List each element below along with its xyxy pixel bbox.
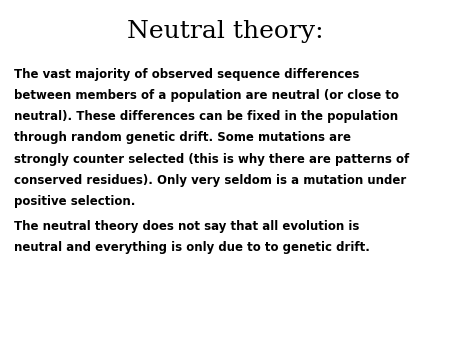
Text: conserved residues). Only very seldom is a mutation under: conserved residues). Only very seldom is… — [14, 174, 406, 187]
Text: neutral). These differences can be fixed in the population: neutral). These differences can be fixed… — [14, 110, 398, 123]
Text: Neutral theory:: Neutral theory: — [127, 20, 323, 43]
Text: between members of a population are neutral (or close to: between members of a population are neut… — [14, 89, 399, 102]
Text: The neutral theory does not say that all evolution is: The neutral theory does not say that all… — [14, 220, 359, 233]
Text: strongly counter selected (this is why there are patterns of: strongly counter selected (this is why t… — [14, 153, 409, 166]
Text: neutral and everything is only due to to genetic drift.: neutral and everything is only due to to… — [14, 241, 369, 254]
Text: through random genetic drift. Some mutations are: through random genetic drift. Some mutat… — [14, 131, 351, 144]
Text: The vast majority of observed sequence differences: The vast majority of observed sequence d… — [14, 68, 359, 80]
Text: positive selection.: positive selection. — [14, 195, 135, 208]
